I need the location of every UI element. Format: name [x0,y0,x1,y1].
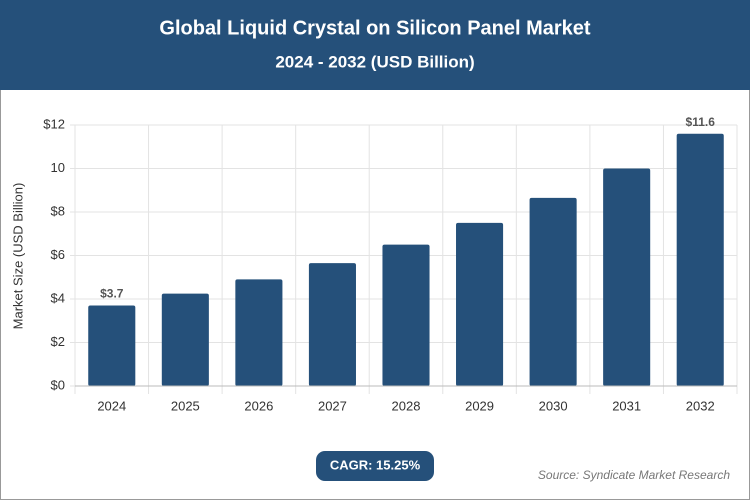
y-tick-label: $6 [51,247,65,262]
bar [308,263,356,386]
bar [88,305,136,386]
x-tick-label: 2027 [318,398,347,413]
cagr-text: CAGR: 15.25% [330,457,421,472]
source: Source: Syndicate Market Research [538,468,730,482]
header [0,0,750,90]
y-tick-label: $8 [51,203,65,218]
y-axis-label: Market Size (USD Billion) [10,183,25,330]
chart-subtitle: 2024 - 2032 (USD Billion) [275,52,474,71]
cagr-badge [316,451,434,481]
y-tick-label: $4 [51,290,65,305]
x-tick-label: 2024 [97,398,126,413]
bar [603,168,651,386]
y-tick-label: 10 [51,160,65,175]
y-tick-label: $2 [51,334,65,349]
bar [529,197,577,386]
x-tick-label: 2031 [612,398,641,413]
x-tick-label: 2025 [171,398,200,413]
bar [676,133,724,386]
bar [456,222,504,386]
bar [235,279,283,386]
bar [382,244,430,386]
chart-title: Global Liquid Crystal on Silicon Panel M… [159,17,591,39]
x-tick-label: 2032 [686,398,715,413]
x-tick-label: 2030 [539,398,568,413]
value-label: $3.7 [100,287,124,301]
value-label: $11.6 [686,115,716,129]
bar [161,293,209,386]
x-tick-label: 2026 [244,398,273,413]
y-tick-label: $0 [51,377,65,392]
x-tick-label: 2028 [392,398,421,413]
y-tick-label: $12 [43,116,65,131]
x-tick-label: 2029 [465,398,494,413]
